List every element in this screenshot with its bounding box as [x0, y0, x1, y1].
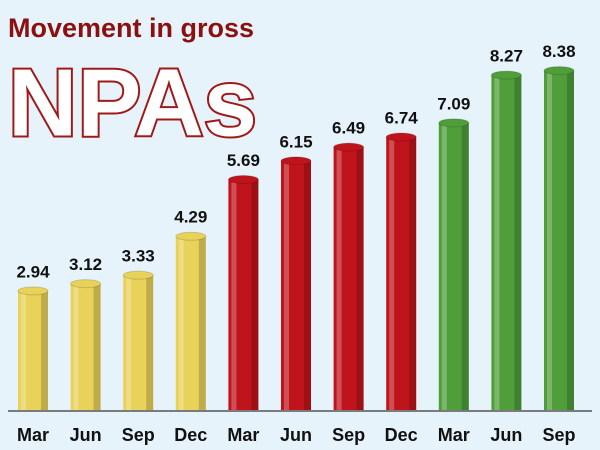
- bar: [70, 283, 101, 410]
- value-label: 8.27: [490, 47, 523, 66]
- bar-cap: [175, 231, 207, 241]
- bar: [281, 160, 311, 410]
- bar-cap: [490, 70, 522, 80]
- x-tick-label: Mar: [438, 425, 470, 445]
- bar: [228, 179, 259, 410]
- value-label: 8.38: [542, 42, 575, 61]
- x-tick-label: Mar: [17, 425, 49, 445]
- chart-subtitle: NPAs: [8, 49, 257, 156]
- bar-side: [514, 75, 522, 410]
- bar-side: [409, 137, 417, 410]
- x-tick-label: Jun: [490, 425, 522, 445]
- bar-cap: [70, 279, 102, 289]
- bar-cap: [333, 142, 365, 152]
- x-tick-label: Mar: [227, 425, 259, 445]
- bar: [18, 290, 48, 410]
- x-tick-label: Dec: [174, 425, 207, 445]
- bar: [386, 137, 417, 410]
- bar-side: [251, 179, 259, 410]
- x-tick-label: Sep: [332, 425, 365, 445]
- bar-cap: [385, 132, 417, 142]
- value-label: 3.33: [122, 247, 155, 266]
- bar-highlight: [336, 147, 342, 410]
- x-tick-label: Jun: [280, 425, 312, 445]
- value-label: 2.94: [16, 262, 50, 281]
- bar-side: [356, 147, 364, 410]
- bar: [438, 122, 469, 410]
- value-label: 6.74: [385, 109, 419, 128]
- bar-highlight: [284, 160, 289, 410]
- x-tick-label: Sep: [122, 425, 155, 445]
- bar-side: [198, 236, 206, 410]
- bar-highlight: [547, 70, 552, 411]
- value-label: 3.12: [69, 255, 102, 274]
- bar-side: [461, 122, 469, 410]
- x-tick-label: Sep: [542, 425, 575, 445]
- bar-side: [146, 275, 154, 410]
- bar-cap: [122, 270, 154, 280]
- bar-highlight: [389, 137, 395, 410]
- bar: [123, 275, 154, 410]
- bar-cap: [280, 156, 312, 166]
- bar-side: [567, 70, 574, 411]
- bar: [544, 70, 574, 411]
- bar: [333, 147, 364, 410]
- bar: [491, 75, 522, 410]
- x-tick-label: Dec: [385, 425, 418, 445]
- bar-cap: [543, 66, 575, 76]
- value-label: 7.09: [437, 94, 470, 113]
- bar-highlight: [21, 290, 26, 410]
- bar-cap: [17, 286, 49, 296]
- value-label: 6.49: [332, 119, 365, 138]
- bar-side: [304, 160, 311, 410]
- bar-side: [41, 290, 48, 410]
- bar-highlight: [73, 283, 79, 410]
- bar: [175, 236, 206, 410]
- bar-highlight: [126, 275, 132, 410]
- value-label: 4.29: [174, 208, 207, 227]
- bar-highlight: [231, 179, 237, 410]
- x-tick-label: Jun: [70, 425, 102, 445]
- bar-highlight: [494, 75, 500, 410]
- value-label: 5.69: [227, 151, 260, 170]
- bar-highlight: [178, 236, 184, 410]
- value-label: 6.15: [279, 132, 312, 151]
- bar-cap: [438, 118, 470, 128]
- bar-cap: [227, 175, 259, 185]
- chart-title: Movement in gross: [8, 13, 254, 43]
- bar-side: [93, 283, 101, 410]
- bar-highlight: [441, 122, 447, 410]
